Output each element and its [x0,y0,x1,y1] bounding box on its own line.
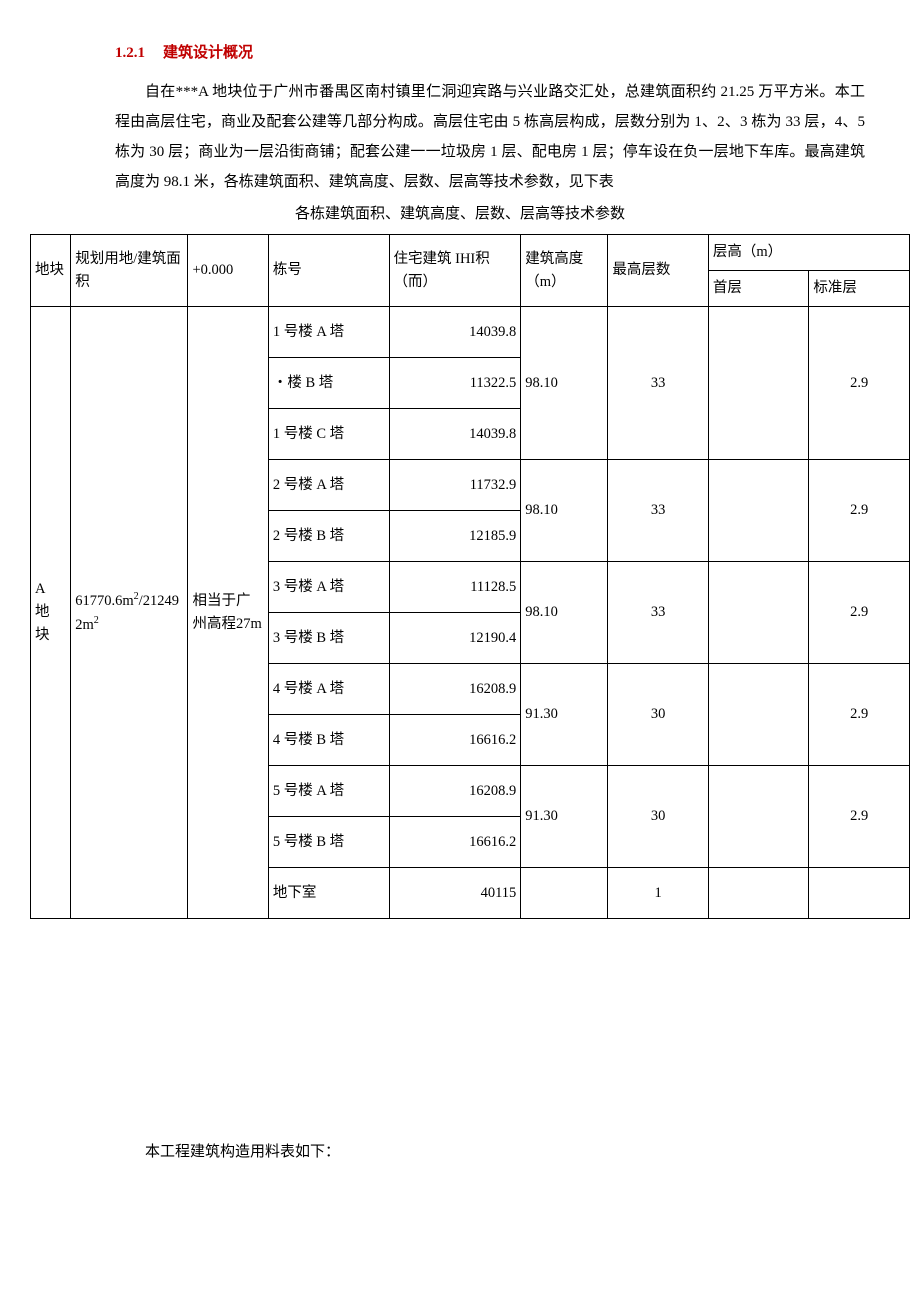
cell-datum: 相当于广州高程27m [188,307,268,919]
th-area: 住宅建筑 IHI积（而） [389,235,521,307]
cell-building: 4 号楼 A 塔 [268,664,389,715]
cell-building: 2 号楼 B 塔 [268,511,389,562]
section-title-text: 建筑设计概况 [163,45,253,61]
cell-building: 5 号楼 B 塔 [268,817,389,868]
table-row: A地块61770.6m2/212492m2相当于广州高程27m1 号楼 A 塔1… [31,307,910,358]
th-storyh: 层高（m） [708,235,909,271]
cell-area: 16616.2 [389,817,521,868]
cell-height: 98.10 [521,562,608,664]
cell-area: 11732.9 [389,460,521,511]
table-caption: 各栋建筑面积、建筑高度、层数、层高等技术参数 [30,201,890,228]
cell-building: 2 号楼 A 塔 [268,460,389,511]
cell-block: A地块 [31,307,71,919]
cell-area: 16616.2 [389,715,521,766]
cell-height: 91.30 [521,664,608,766]
cell-firstfloor [708,307,809,460]
cell-building: 地下室 [268,868,389,919]
cell-floors: 1 [608,868,709,919]
cell-firstfloor [708,766,809,868]
cell-floors: 33 [608,307,709,460]
cell-height [521,868,608,919]
cell-stdfloor: 2.9 [809,460,910,562]
cell-floors: 33 [608,460,709,562]
cell-area: 14039.8 [389,307,521,358]
materials-paragraph: 本工程建筑构造用料表如下： [115,1139,865,1166]
cell-area: 12185.9 [389,511,521,562]
table-head: 地块 规划用地/建筑面积 +0.000 栋号 住宅建筑 IHI积（而） 建筑高度… [31,235,910,307]
th-floors: 最高层数 [608,235,709,307]
cell-firstfloor [708,868,809,919]
cell-height: 98.10 [521,307,608,460]
cell-building: 5 号楼 A 塔 [268,766,389,817]
cell-floors: 30 [608,766,709,868]
cell-building: 3 号楼 B 塔 [268,613,389,664]
cell-floors: 30 [608,664,709,766]
building-parameters-table: 地块 规划用地/建筑面积 +0.000 栋号 住宅建筑 IHI积（而） 建筑高度… [30,234,910,919]
th-bldno: 栋号 [268,235,389,307]
cell-stdfloor: 2.9 [809,562,910,664]
cell-stdfloor [809,868,910,919]
th-datum: +0.000 [188,235,268,307]
intro-paragraph: 自在***A 地块位于广州市番禺区南村镇里仁洞迎宾路与兴业路交汇处，总建筑面积约… [115,77,865,197]
th-height: 建筑高度（m） [521,235,608,307]
cell-building: 4 号楼 B 塔 [268,715,389,766]
cell-building: 1 号楼 C 塔 [268,409,389,460]
th-landarea: 规划用地/建筑面积 [71,235,188,307]
cell-height: 98.10 [521,460,608,562]
cell-firstfloor [708,460,809,562]
cell-stdfloor: 2.9 [809,664,910,766]
table-body: A地块61770.6m2/212492m2相当于广州高程27m1 号楼 A 塔1… [31,307,910,919]
cell-stdfloor: 2.9 [809,307,910,460]
cell-building: ・楼 B 塔 [268,358,389,409]
cell-stdfloor: 2.9 [809,766,910,868]
cell-area: 16208.9 [389,766,521,817]
cell-firstfloor [708,664,809,766]
cell-area: 40115 [389,868,521,919]
section-heading: 1.2.1 建筑设计概况 [115,40,890,67]
th-std: 标准层 [809,271,910,307]
cell-landarea: 61770.6m2/212492m2 [71,307,188,919]
cell-firstfloor [708,562,809,664]
cell-area: 12190.4 [389,613,521,664]
cell-floors: 33 [608,562,709,664]
cell-building: 3 号楼 A 塔 [268,562,389,613]
th-first: 首层 [708,271,809,307]
cell-building: 1 号楼 A 塔 [268,307,389,358]
th-block: 地块 [31,235,71,307]
cell-height: 91.30 [521,766,608,868]
cell-area: 11128.5 [389,562,521,613]
cell-area: 11322.5 [389,358,521,409]
section-number: 1.2.1 [115,45,145,61]
cell-area: 16208.9 [389,664,521,715]
cell-area: 14039.8 [389,409,521,460]
